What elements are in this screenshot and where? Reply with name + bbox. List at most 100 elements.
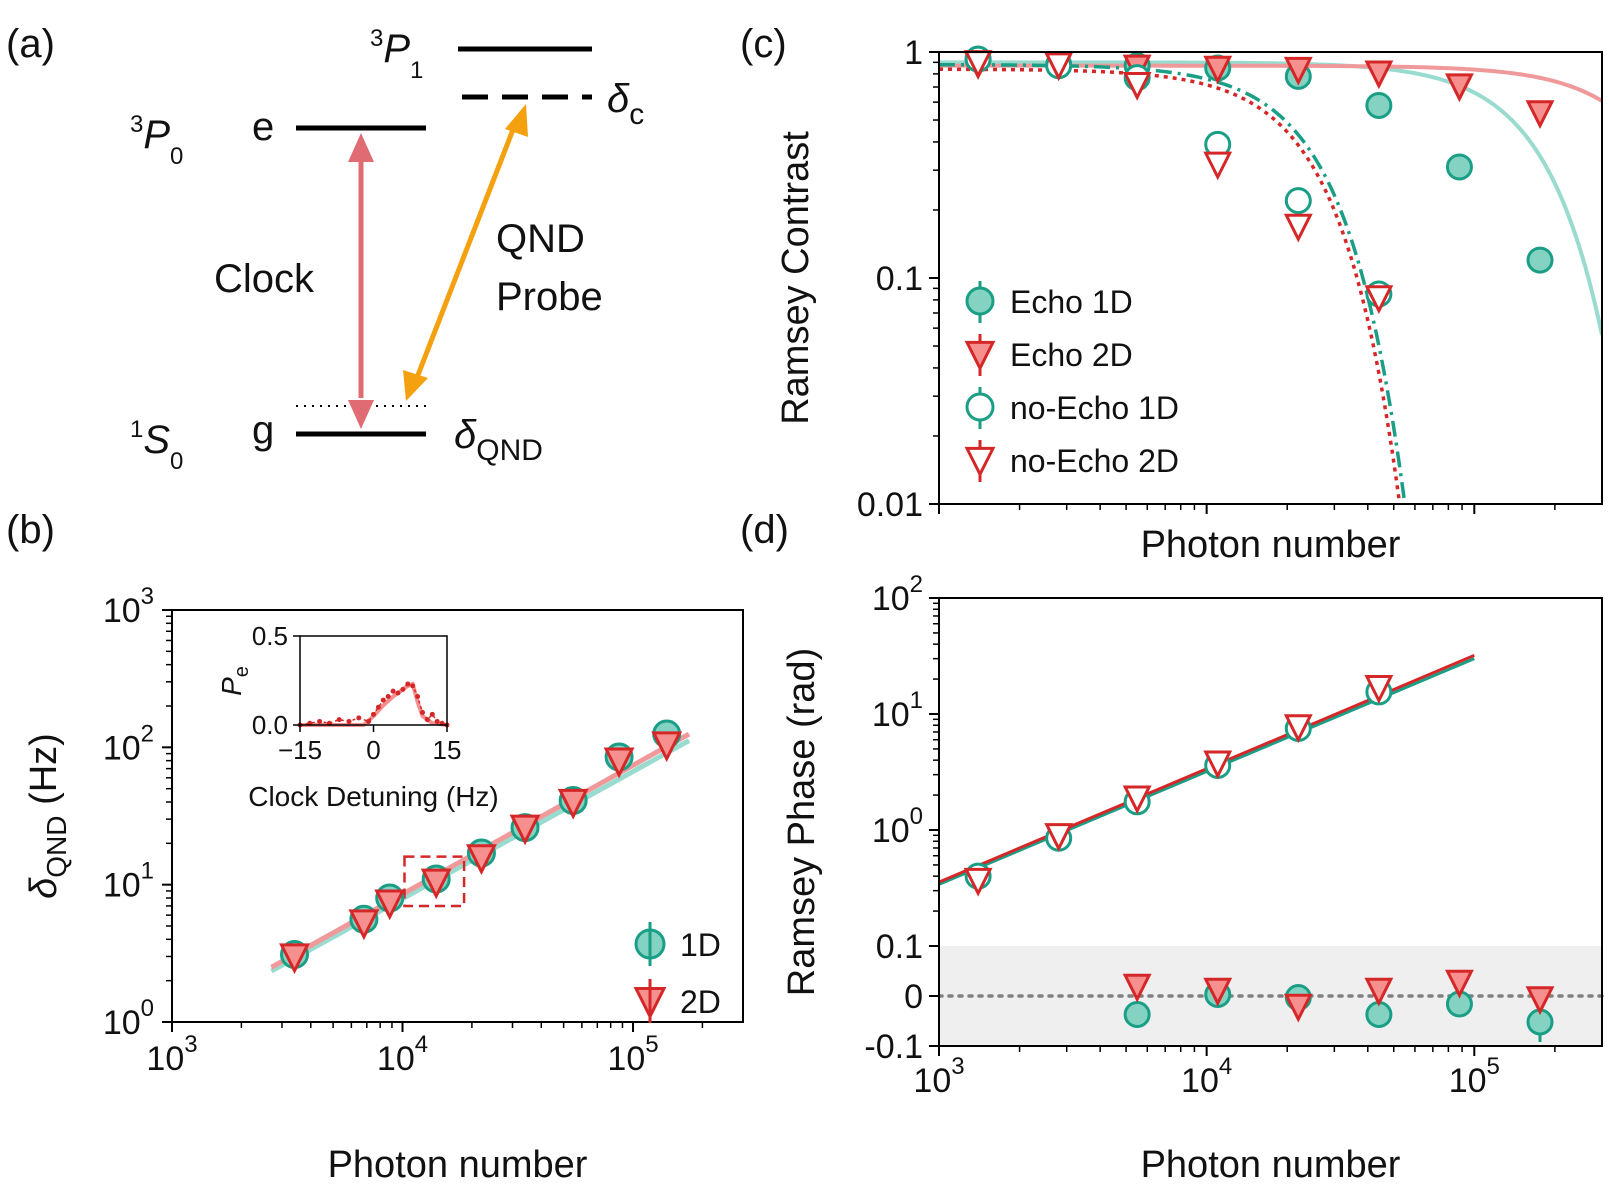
c-point-no-Echo 1D	[1284, 187, 1312, 215]
inset-data-point	[346, 718, 352, 724]
inset-data-point	[415, 694, 421, 700]
inset-data-point	[395, 690, 401, 696]
inset-data-point	[375, 704, 381, 710]
level-3p0-label: 3P0	[130, 111, 183, 170]
b-point-2D	[603, 747, 635, 779]
level-1s0-term: S	[143, 418, 170, 462]
d-point-no-Echo 2D	[963, 867, 993, 897]
c-ytick-label: 0.1	[876, 260, 923, 298]
c-fit-no-Echo 1D fit	[939, 62, 1407, 504]
inset-data-point	[400, 686, 406, 692]
inset-data-point	[424, 717, 430, 723]
c-ytick-label: 1	[904, 34, 923, 72]
b-point-2D	[509, 814, 541, 846]
d-ytick-label: -0.1	[864, 1028, 923, 1066]
b-point-2D	[420, 868, 452, 900]
c-point-no-Echo 2D	[1203, 151, 1233, 181]
d-point-Echo 2D	[1364, 977, 1394, 1007]
b-highlight-box	[403, 855, 466, 908]
delta-qnd-symbol: δ	[454, 413, 477, 457]
b-point-2D	[279, 943, 310, 975]
level-3p0-sup: 3	[130, 111, 143, 138]
panel-label-b: (b)	[6, 508, 55, 552]
b-point-2D	[348, 909, 380, 941]
b-legend-label-1D: 1D	[680, 927, 721, 963]
c-xlabel: Photon number	[1141, 524, 1401, 566]
d-point-no-Echo 2D	[1364, 675, 1394, 704]
inset-xtick-label: −15	[278, 735, 322, 765]
c-point-Echo 2D	[1364, 60, 1394, 90]
b-xtick-label: 105	[607, 1031, 658, 1078]
level-1s0-sup: 1	[130, 416, 143, 443]
level-3p0-term: P	[143, 113, 170, 157]
qnd-probe-arrow	[403, 104, 528, 401]
c-point-Echo 1D	[1526, 246, 1554, 274]
d-xtick-label: 105	[1449, 1053, 1500, 1100]
state-g-label: g	[252, 408, 274, 452]
c-point-Echo 2D	[1525, 100, 1555, 130]
b-ytick-label: 102	[103, 720, 154, 767]
d-point-no-Echo 2D	[1044, 823, 1074, 852]
d-xtick-label: 104	[1181, 1053, 1232, 1100]
b-point-2D	[557, 788, 589, 820]
c-point-no-Echo 2D	[1122, 72, 1152, 101]
inset-data-point	[380, 697, 386, 703]
d-point-Echo 1D	[1123, 1001, 1151, 1028]
panel-b-inset-chart: −15 0 15 0.0 0.5 Clock Detuning (Hz) Pe	[216, 621, 499, 812]
c-legend-marker-Echo 2D	[964, 340, 996, 372]
b-xtick-label: 103	[146, 1031, 197, 1078]
d-xtick-label: 103	[913, 1053, 964, 1100]
c-legend-label-no-Echo 1D: no-Echo 1D	[1010, 390, 1179, 426]
c-point-no-Echo 2D	[1283, 213, 1313, 243]
inset-xtick-label: 15	[433, 735, 462, 765]
d-ylabel: Ramsey Phase (rad)	[781, 648, 823, 996]
delta-c-symbol: δ	[607, 77, 630, 121]
d-point-no-Echo 2D	[1203, 750, 1233, 780]
c-point-Echo 2D	[1283, 56, 1313, 86]
c-axes-frame	[938, 51, 1603, 505]
c-legend-label-no-Echo 2D: no-Echo 2D	[1010, 443, 1179, 479]
c-point-Echo 1D	[1445, 153, 1473, 181]
level-3p0-sub: 0	[170, 143, 183, 170]
c-legend-marker-no-Echo 2D	[964, 446, 996, 478]
b-xtick-label: 104	[377, 1031, 428, 1078]
level-diagram: 3P1 δc 3P0 e 1S0 g δQND Clock QND Probe	[130, 25, 644, 475]
c-legend-label-Echo 1D: Echo 1D	[1010, 284, 1133, 320]
level-3p1-label: 3P1	[370, 25, 423, 84]
b-axes-frame	[171, 609, 744, 1023]
b-ylabel: δQND (Hz)	[23, 733, 72, 899]
panel-label-c: (c)	[740, 22, 787, 66]
qnd-label: QND	[496, 217, 585, 261]
level-3p1-sup: 3	[370, 25, 383, 52]
level-3p1-sub: 1	[410, 57, 423, 84]
d-point-no-Echo 2D	[1283, 714, 1313, 744]
delta-c-label: δc	[607, 77, 644, 131]
c-point-no-Echo 2D	[1364, 285, 1394, 315]
c-point-no-Echo 2D	[1044, 52, 1074, 82]
inset-data-point	[385, 694, 391, 700]
c-fit-no-Echo 2D fit	[939, 67, 1402, 504]
inset-xlabel: Clock Detuning (Hz)	[248, 781, 499, 812]
c-ylabel: Ramsey Contrast	[775, 131, 817, 425]
c-point-Echo 1D	[1365, 91, 1393, 119]
inset-data-point	[317, 718, 323, 724]
d-point-Echo 2D	[1283, 993, 1313, 1023]
level-3p1-term: P	[383, 27, 410, 71]
state-e-label: e	[252, 105, 274, 149]
d-ytick-label: 0.1	[876, 928, 923, 966]
d-xlabel: Photon number	[1141, 1144, 1401, 1186]
panel-d-chart: 103 104 105 102 101 100 0.1 0 -0.1 Photon number R…	[781, 571, 1604, 1186]
delta-c-sub: c	[629, 98, 644, 131]
inset-ytick-label: 0.0	[252, 710, 288, 740]
d-ytick-label: 102	[872, 571, 923, 618]
d-ytick-label: 100	[872, 803, 923, 850]
b-point-2D	[466, 844, 497, 876]
inset-data-point	[429, 711, 435, 717]
c-legend-label-Echo 2D: Echo 2D	[1010, 337, 1133, 373]
inset-data-point	[405, 681, 411, 687]
b-ytick-label: 100	[103, 995, 154, 1042]
c-legend-marker-Echo 1D	[965, 286, 995, 316]
c-point-Echo 2D	[1445, 73, 1474, 103]
b-point-2D	[374, 889, 406, 921]
inset-data-point	[356, 715, 362, 721]
